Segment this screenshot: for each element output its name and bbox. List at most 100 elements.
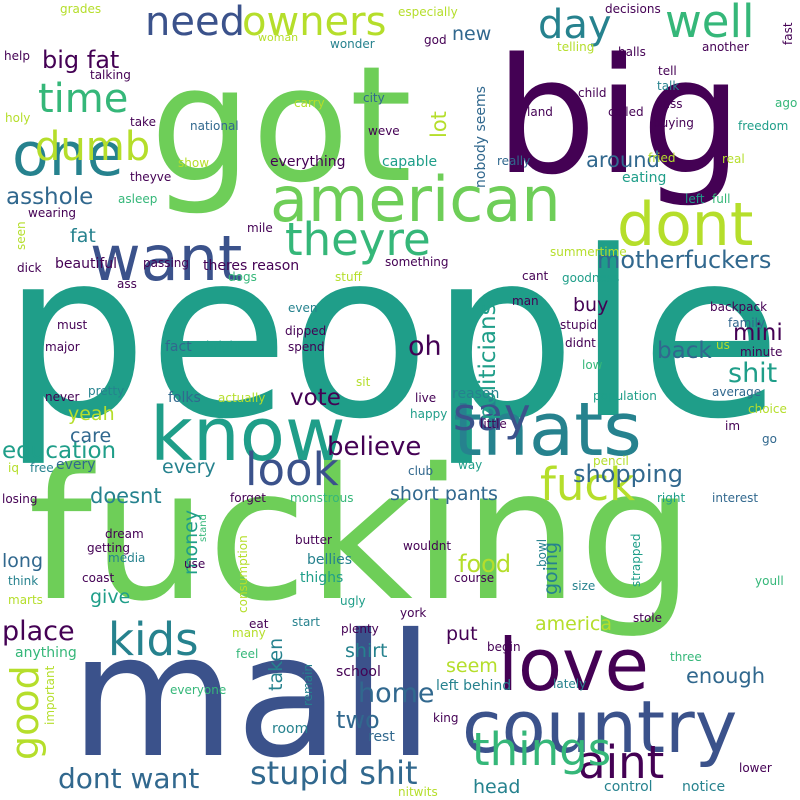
cloud-word: dick: [17, 261, 42, 275]
cloud-word: pencil: [593, 454, 629, 468]
cloud-word: dont: [617, 190, 753, 260]
cloud-word: one: [12, 120, 124, 190]
cloud-word: think: [8, 574, 38, 588]
cloud-word: freedom: [738, 119, 788, 133]
cloud-word: know: [150, 392, 346, 478]
cloud-word: child: [578, 86, 607, 100]
cloud-word: lately: [553, 677, 586, 691]
cloud-word: eating: [622, 170, 666, 186]
cloud-word: every: [162, 456, 216, 478]
cloud-word: minute: [740, 345, 782, 359]
cloud-word: theyve: [130, 170, 171, 184]
cloud-word: begin: [487, 640, 521, 654]
cloud-word: remain: [301, 664, 315, 706]
cloud-word: choice: [748, 402, 787, 416]
cloud-word: balls: [618, 45, 646, 59]
cloud-word: going: [540, 542, 562, 595]
cloud-word: losing: [2, 492, 37, 506]
cloud-word: pretty: [88, 384, 124, 398]
cloud-word: head: [473, 776, 520, 798]
cloud-word: start: [292, 615, 320, 629]
cloud-word: way: [458, 458, 482, 472]
cloud-word: give: [90, 586, 130, 608]
cloud-word: size: [572, 579, 595, 593]
cloud-word: many: [232, 626, 266, 640]
cloud-word: every: [56, 457, 96, 473]
cloud-word: consumption: [236, 535, 250, 613]
cloud-word: stole: [633, 611, 662, 625]
cloud-word: thats: [453, 387, 642, 473]
cloud-word: capable: [382, 154, 437, 170]
cloud-word: want: [90, 222, 242, 295]
cloud-word: spend: [288, 340, 324, 354]
cloud-word: average: [712, 385, 761, 399]
cloud-word: talking: [90, 68, 131, 82]
cloud-word: happy: [410, 407, 447, 421]
cloud-word: america: [535, 613, 612, 635]
cloud-word: country: [462, 685, 737, 769]
cloud-word: use: [184, 557, 205, 571]
cloud-word: seem: [446, 655, 498, 677]
cloud-word: feel: [236, 647, 258, 661]
cloud-word: must: [57, 318, 88, 332]
cloud-word: even: [288, 301, 317, 315]
cloud-word: buying: [653, 116, 694, 130]
cloud-word: oh: [408, 331, 442, 362]
cloud-word: back: [657, 338, 712, 364]
cloud-word: club: [408, 464, 433, 478]
cloud-word: buy: [573, 294, 608, 316]
cloud-word: owners: [242, 0, 386, 45]
cloud-word: rest: [368, 729, 395, 745]
cloud-word: cant: [522, 269, 549, 283]
cloud-word: shirt: [345, 640, 387, 662]
cloud-word: love: [498, 623, 649, 707]
cloud-word: course: [454, 571, 494, 585]
cloud-word: fuck: [540, 458, 635, 511]
cloud-word: believe: [327, 432, 421, 462]
cloud-word: bowl: [535, 539, 549, 567]
cloud-word: live: [415, 391, 436, 405]
cloud-word: help: [4, 49, 30, 63]
cloud-word: fact: [165, 339, 192, 355]
cloud-word: wouldnt: [403, 539, 451, 553]
cloud-word: room: [272, 721, 308, 737]
cloud-word: stand: [198, 514, 209, 542]
cloud-word: york: [400, 606, 426, 620]
cloud-word: mile: [247, 221, 273, 235]
cloud-word: another: [702, 40, 749, 54]
cloud-word: bright: [206, 339, 242, 353]
cloud-word: ugly: [340, 594, 366, 608]
cloud-word: anything: [15, 645, 77, 661]
cloud-word: family: [728, 316, 765, 330]
cloud-word: dream: [105, 527, 144, 541]
cloud-word: everything: [270, 154, 346, 170]
cloud-word: things: [472, 723, 611, 776]
cloud-word: kids: [108, 613, 199, 666]
cloud-word: dogs: [228, 270, 257, 284]
cloud-word: full: [712, 192, 731, 206]
cloud-word: time: [38, 76, 128, 122]
cloud-word: wearing: [28, 206, 76, 220]
cloud-word: left: [685, 192, 705, 206]
cloud-word: asshole: [6, 184, 93, 210]
cloud-word: seen: [14, 221, 28, 250]
cloud-word: got: [150, 31, 412, 218]
cloud-word: reason: [452, 386, 499, 402]
cloud-word: king: [433, 711, 459, 725]
cloud-word: man: [512, 294, 539, 308]
cloud-word: big: [495, 23, 743, 210]
cloud-word: vote: [290, 385, 341, 411]
cloud-word: dumb: [35, 124, 150, 170]
cloud-word: woman: [258, 31, 298, 44]
cloud-word: fast: [781, 22, 795, 45]
cloud-word: beautiful: [55, 256, 117, 272]
cloud-word: mini: [733, 320, 783, 346]
cloud-word: long: [2, 550, 43, 572]
cloud-word: never: [45, 390, 79, 404]
cloud-word: shit: [728, 358, 777, 389]
cloud-word: stuff: [335, 270, 363, 284]
cloud-word: dipped: [285, 324, 326, 338]
cloud-word: need: [145, 0, 245, 45]
cloud-word: shopping: [573, 460, 683, 488]
cloud-word: three: [670, 650, 702, 664]
